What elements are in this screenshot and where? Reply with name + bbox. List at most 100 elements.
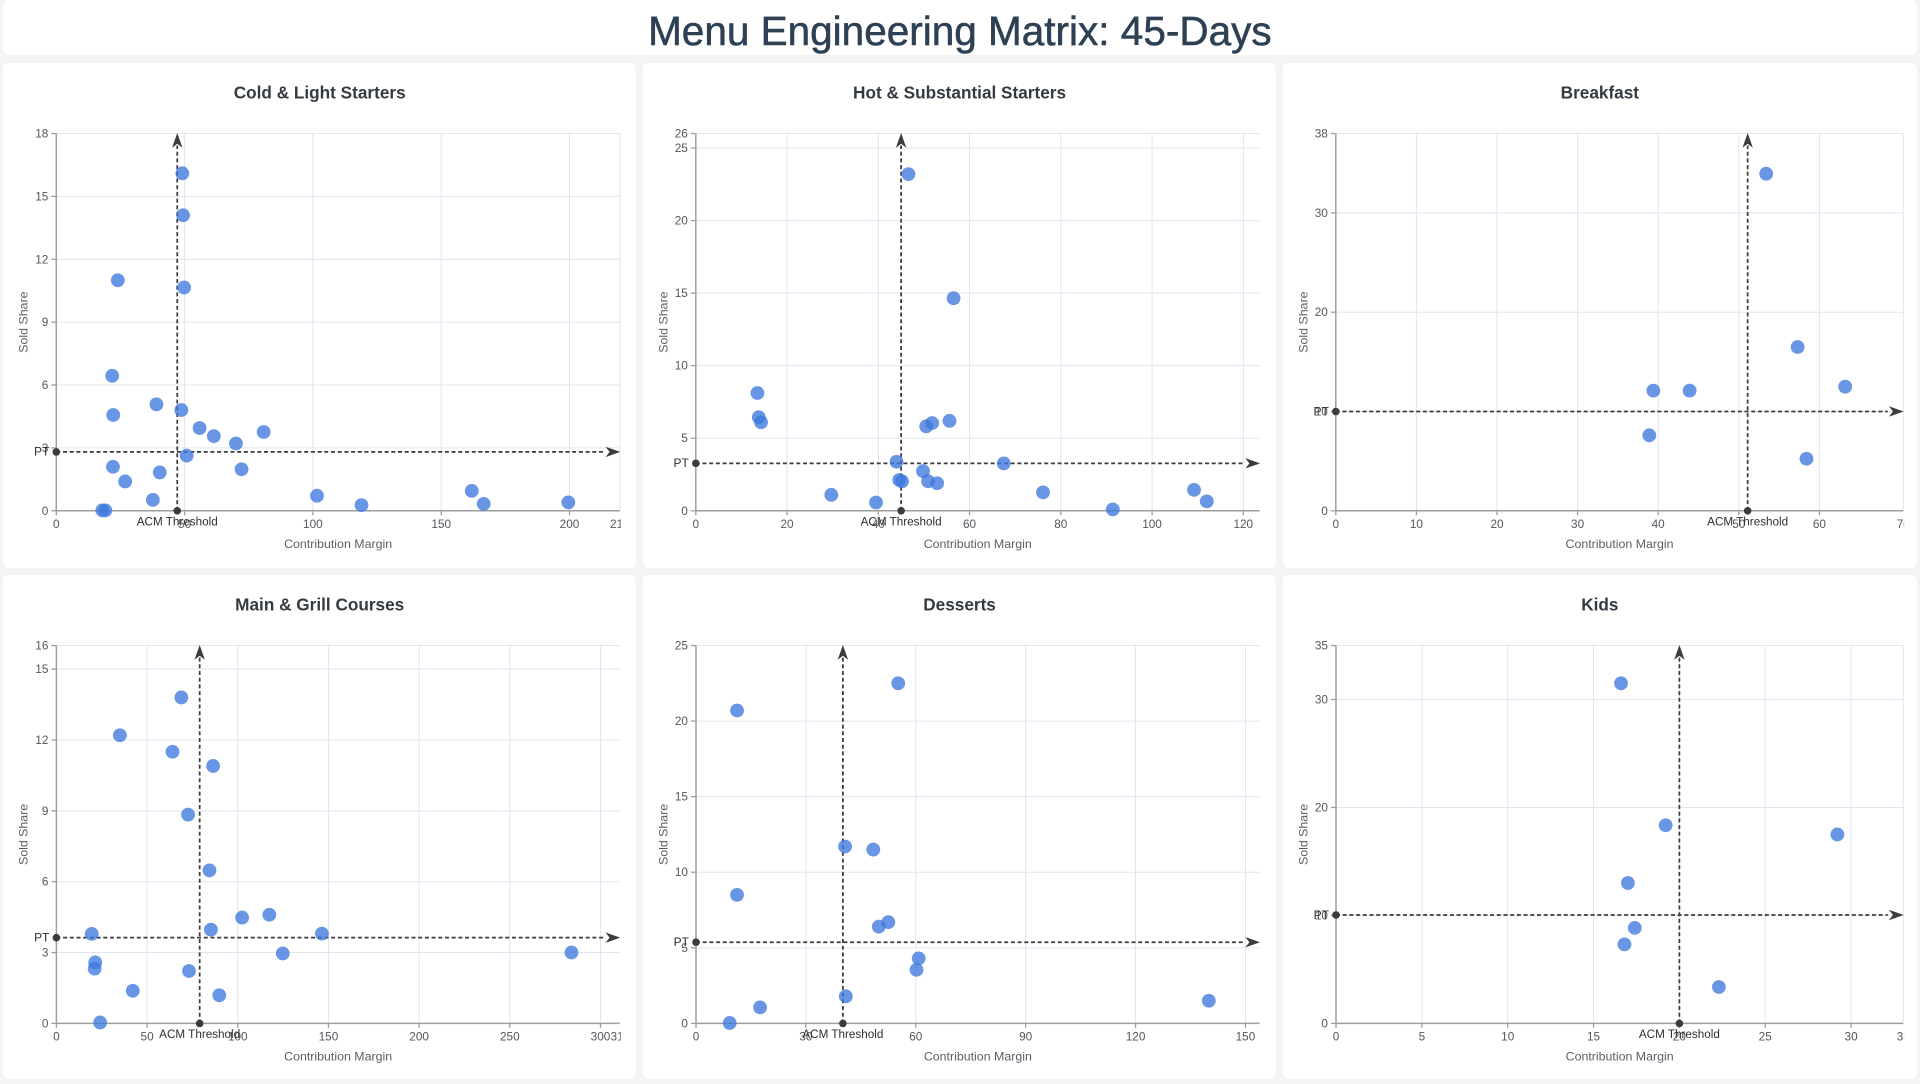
- svg-text:60: 60: [963, 518, 977, 531]
- svg-text:Contribution Margin: Contribution Margin: [1566, 537, 1674, 551]
- svg-text:10: 10: [1501, 1031, 1515, 1044]
- svg-text:ACM Threshold: ACM Threshold: [861, 516, 942, 529]
- svg-text:20: 20: [675, 715, 689, 728]
- svg-text:40: 40: [1652, 518, 1666, 531]
- svg-text:38: 38: [1315, 128, 1329, 141]
- svg-text:80: 80: [1054, 518, 1068, 531]
- svg-text:26: 26: [675, 127, 689, 140]
- svg-text:12: 12: [35, 253, 48, 266]
- svg-text:60: 60: [1813, 518, 1827, 531]
- svg-text:25: 25: [675, 640, 689, 653]
- svg-text:100: 100: [1142, 518, 1162, 531]
- svg-text:20: 20: [675, 215, 689, 228]
- svg-text:0: 0: [53, 518, 60, 531]
- svg-text:30: 30: [1571, 518, 1585, 531]
- svg-text:10: 10: [1315, 910, 1329, 923]
- svg-text:PT: PT: [34, 931, 50, 945]
- svg-text:Sold Share: Sold Share: [656, 804, 670, 865]
- svg-text:15: 15: [675, 287, 689, 300]
- svg-text:15: 15: [35, 663, 49, 676]
- svg-text:Sold Share: Sold Share: [16, 291, 30, 352]
- svg-text:ACM Threshold: ACM Threshold: [1639, 1028, 1720, 1041]
- svg-text:Sold Share: Sold Share: [657, 291, 671, 352]
- svg-text:30: 30: [1315, 207, 1329, 220]
- svg-text:90: 90: [1019, 1031, 1033, 1044]
- svg-text:300: 300: [591, 1031, 611, 1044]
- svg-text:Sold Share: Sold Share: [1296, 804, 1310, 865]
- svg-text:30: 30: [1845, 1031, 1859, 1044]
- svg-text:ACM Threshold: ACM Threshold: [802, 1028, 883, 1041]
- svg-text:10: 10: [1315, 406, 1329, 419]
- svg-text:PT: PT: [1313, 404, 1329, 418]
- svg-text:Sold Share: Sold Share: [1296, 291, 1310, 352]
- svg-text:6: 6: [42, 876, 49, 889]
- svg-text:50: 50: [1732, 518, 1746, 531]
- svg-text:Main & Grill Courses: Main & Grill Courses: [235, 595, 404, 615]
- svg-text:25: 25: [1759, 1031, 1773, 1044]
- svg-text:35: 35: [1315, 640, 1329, 653]
- svg-text:10: 10: [675, 866, 689, 879]
- svg-text:200: 200: [409, 1031, 429, 1044]
- svg-text:100: 100: [228, 1031, 248, 1044]
- svg-text:5: 5: [1419, 1031, 1426, 1044]
- svg-text:30: 30: [1315, 694, 1329, 707]
- svg-text:12: 12: [35, 734, 48, 747]
- svg-text:120: 120: [1126, 1031, 1146, 1044]
- svg-text:5: 5: [681, 432, 688, 445]
- svg-text:0: 0: [1333, 518, 1340, 531]
- svg-text:311: 311: [610, 1031, 629, 1044]
- svg-text:9: 9: [42, 805, 49, 818]
- svg-text:30: 30: [799, 1031, 813, 1044]
- svg-text:0: 0: [681, 1018, 688, 1031]
- svg-text:150: 150: [1236, 1031, 1256, 1044]
- svg-text:0: 0: [1321, 505, 1328, 518]
- svg-text:25: 25: [675, 142, 689, 155]
- svg-text:150: 150: [319, 1031, 339, 1044]
- svg-text:ACM Threshold: ACM Threshold: [1707, 516, 1788, 529]
- svg-text:20: 20: [780, 518, 794, 531]
- svg-text:Breakfast: Breakfast: [1561, 83, 1640, 103]
- svg-text:Kids: Kids: [1581, 595, 1618, 615]
- svg-text:6: 6: [42, 379, 49, 392]
- svg-text:0: 0: [681, 505, 688, 518]
- svg-text:20: 20: [1673, 1031, 1687, 1044]
- svg-text:Contribution Margin: Contribution Margin: [924, 537, 1032, 551]
- svg-text:15: 15: [675, 791, 689, 804]
- svg-text:50: 50: [141, 1031, 155, 1044]
- svg-text:33: 33: [1897, 1031, 1911, 1044]
- svg-text:0: 0: [42, 505, 49, 518]
- svg-text:PT: PT: [34, 445, 50, 459]
- svg-text:20: 20: [1315, 802, 1329, 815]
- svg-text:Contribution Margin: Contribution Margin: [1566, 1050, 1674, 1064]
- svg-text:120: 120: [1233, 518, 1253, 531]
- svg-text:40: 40: [872, 518, 886, 531]
- svg-text:0: 0: [1333, 1031, 1340, 1044]
- svg-text:18: 18: [35, 127, 49, 140]
- svg-text:3: 3: [42, 947, 49, 960]
- svg-text:0: 0: [53, 1031, 60, 1044]
- svg-text:0: 0: [42, 1018, 49, 1031]
- svg-text:PT: PT: [1314, 908, 1330, 922]
- svg-text:Cold & Light Starters: Cold & Light Starters: [234, 83, 406, 103]
- svg-text:3: 3: [42, 442, 49, 455]
- svg-text:ACM Threshold: ACM Threshold: [137, 516, 218, 529]
- svg-text:PT: PT: [674, 935, 690, 949]
- svg-text:16: 16: [35, 640, 49, 653]
- svg-text:20: 20: [1490, 518, 1504, 531]
- svg-text:Desserts: Desserts: [923, 595, 996, 615]
- svg-text:ACM Threshold: ACM Threshold: [159, 1028, 240, 1041]
- svg-text:15: 15: [35, 190, 49, 203]
- svg-text:0: 0: [1321, 1018, 1328, 1031]
- svg-text:9: 9: [42, 316, 49, 329]
- svg-text:0: 0: [693, 1031, 700, 1044]
- svg-text:219: 219: [610, 518, 630, 531]
- svg-text:60: 60: [909, 1031, 923, 1044]
- svg-text:20: 20: [1315, 306, 1329, 319]
- svg-text:Sold Share: Sold Share: [16, 804, 30, 865]
- svg-text:Hot & Substantial Starters: Hot & Substantial Starters: [853, 82, 1066, 102]
- svg-text:200: 200: [560, 518, 580, 531]
- svg-text:15: 15: [1587, 1031, 1601, 1044]
- svg-text:Contribution Margin: Contribution Margin: [284, 1050, 392, 1064]
- svg-text:70: 70: [1897, 518, 1911, 531]
- svg-text:0: 0: [693, 518, 700, 531]
